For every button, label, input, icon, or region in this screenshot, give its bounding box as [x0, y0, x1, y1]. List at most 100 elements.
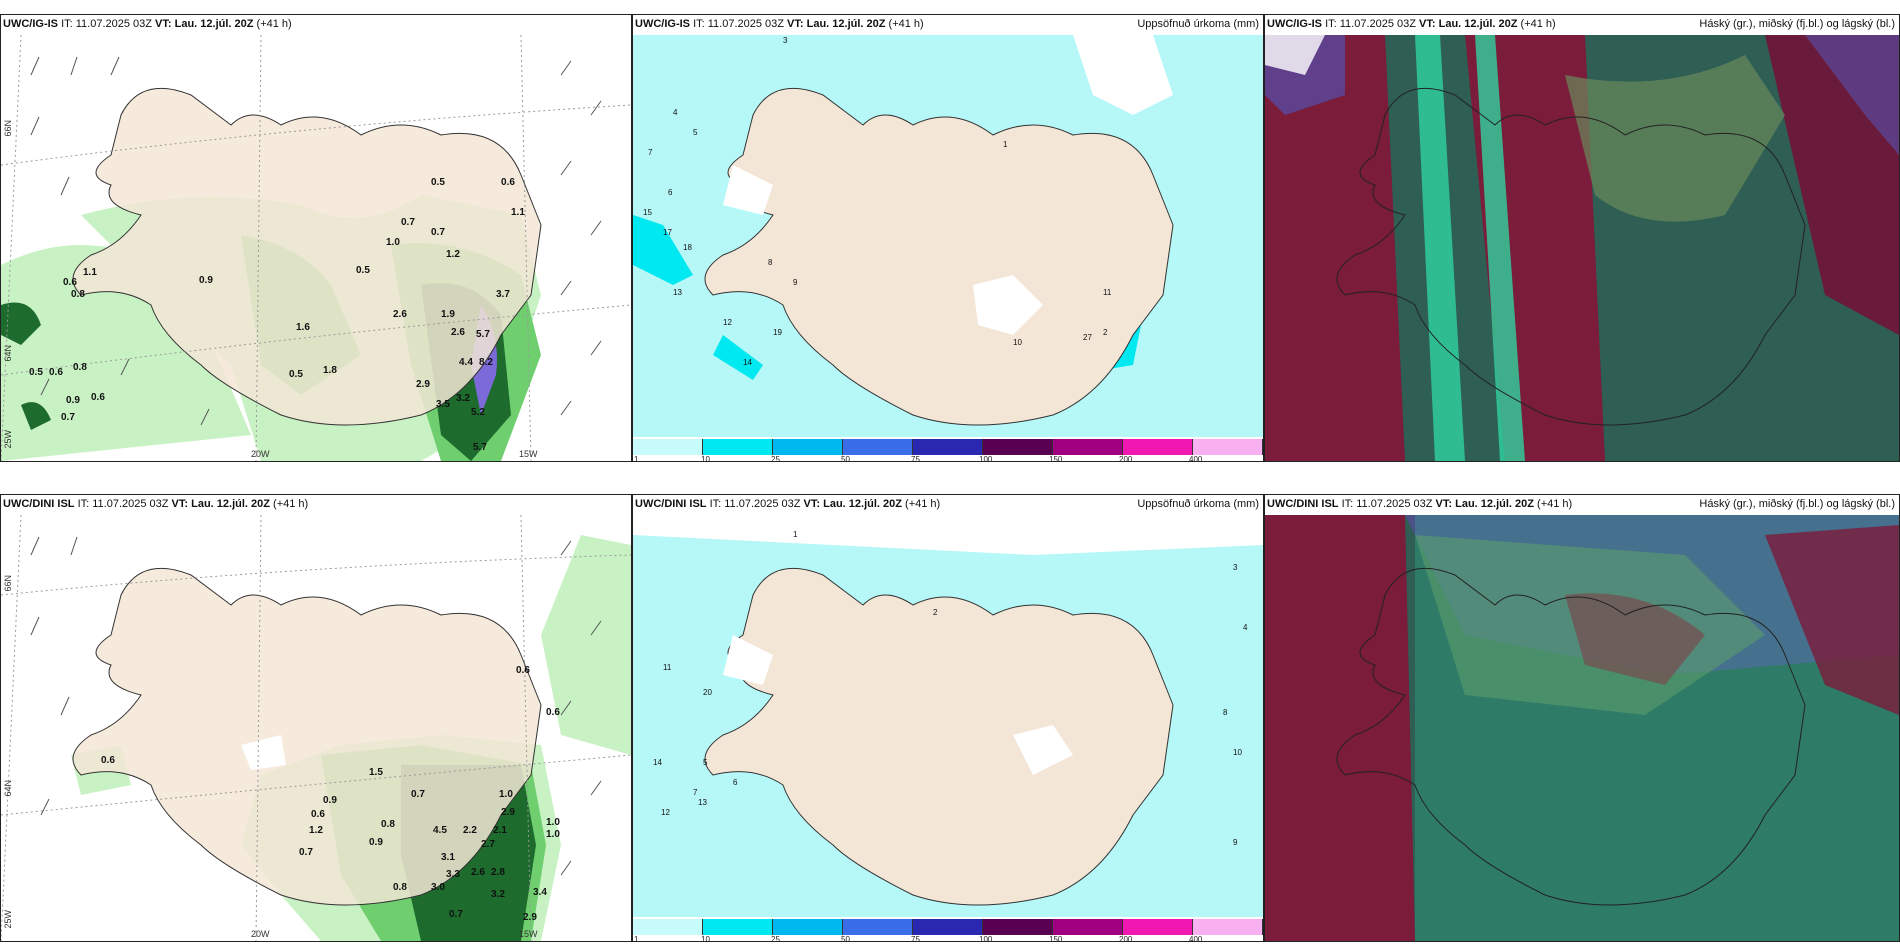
svg-text:8: 8	[768, 258, 773, 267]
svg-text:2.6: 2.6	[393, 309, 407, 320]
legend-tick: 150	[1049, 935, 1063, 942]
map-wind-precip-top: 0.5 0.6 1.1 0.7 0.7 1.0 1.2 0.5 0.9 0.6 …	[1, 35, 631, 461]
panel-wind-precip-ig: UWC/IG-IS IT: 11.07.2025 03Z VT: Lau. 12…	[0, 14, 632, 462]
svg-text:4.5: 4.5	[433, 825, 447, 836]
svg-text:3.1: 3.1	[441, 852, 455, 863]
map-area: 1 2 3 4 5 6 7 8 9 10 11 12 13 14 20	[633, 515, 1263, 917]
legend-swatch	[843, 439, 913, 455]
svg-text:2.7: 2.7	[481, 839, 495, 850]
svg-text:2.6: 2.6	[451, 327, 465, 338]
svg-text:0.6: 0.6	[501, 177, 515, 188]
legend-swatch	[913, 919, 983, 935]
panel-title: UWC/DINI ISL IT: 11.07.2025 03Z VT: Lau.…	[3, 498, 309, 510]
svg-text:5.7: 5.7	[473, 442, 487, 453]
map-area: 3 4 5 6 7 8 9 10 11 12 13 14 15 17 18 19…	[633, 35, 1263, 437]
svg-text:0.8: 0.8	[393, 882, 407, 893]
panel-title: UWC/DINI ISL IT: 11.07.2025 03Z VT: Lau.…	[1267, 498, 1573, 510]
svg-text:2.9: 2.9	[416, 379, 430, 390]
lat-label-66: 66N	[3, 575, 13, 592]
svg-text:1.0: 1.0	[546, 829, 560, 840]
legend-tick: 50	[841, 935, 850, 942]
legend-swatch	[983, 439, 1053, 455]
svg-text:3.4: 3.4	[533, 887, 547, 898]
panel-field-label: Uppsöfnuð úrkoma (mm)	[1137, 498, 1259, 510]
legend-tick: 10	[701, 455, 710, 462]
svg-text:20: 20	[703, 688, 712, 697]
panel-accum-precip-dini: UWC/DINI ISL IT: 11.07.2025 03Z VT: Lau.…	[632, 494, 1264, 942]
panel-wind-precip-dini: UWC/DINI ISL IT: 11.07.2025 03Z VT: Lau.…	[0, 494, 632, 942]
svg-text:1.0: 1.0	[546, 817, 560, 828]
panel-field-label: Uppsöfnuð úrkoma (mm)	[1137, 18, 1259, 30]
svg-text:3.5: 3.5	[436, 399, 450, 410]
map-area	[1265, 515, 1899, 941]
svg-text:1.0: 1.0	[386, 237, 400, 248]
panel-clouds-ig: UWC/IG-IS IT: 11.07.2025 03Z VT: Lau. 12…	[1264, 14, 1900, 462]
svg-text:0.8: 0.8	[71, 289, 85, 300]
svg-text:0.5: 0.5	[289, 369, 303, 380]
legend-tick: 200	[1119, 935, 1133, 942]
legend-swatch	[843, 919, 913, 935]
panel-field-label: Háský (gr.), miðský (fj.bl.) og lágský (…	[1699, 18, 1895, 30]
precip-legend: 1 10 25 50 75 100 150 200 400	[633, 439, 1263, 461]
legend-tick: 100	[979, 455, 993, 462]
svg-text:1.8: 1.8	[323, 365, 337, 376]
lon-label-15: 15W	[519, 449, 538, 459]
svg-text:11: 11	[1103, 288, 1112, 297]
map-accum-precip-top: 3 4 5 6 7 8 9 10 11 12 13 14 15 17 18 19…	[633, 35, 1263, 437]
legend-swatch	[983, 919, 1053, 935]
svg-text:3: 3	[783, 36, 788, 45]
legend-swatch	[773, 919, 843, 935]
svg-text:0.6: 0.6	[91, 392, 105, 403]
svg-text:14: 14	[743, 358, 752, 367]
svg-text:0.7: 0.7	[431, 227, 445, 238]
svg-text:6: 6	[733, 778, 738, 787]
svg-text:8.2: 8.2	[479, 357, 493, 368]
legend-swatch	[1193, 439, 1263, 455]
legend-tick: 25	[771, 935, 780, 942]
legend-tick: 75	[911, 455, 920, 462]
svg-text:12: 12	[661, 808, 670, 817]
svg-text:4: 4	[673, 108, 678, 117]
panel-accum-precip-ig: UWC/IG-IS IT: 11.07.2025 03Z VT: Lau. 12…	[632, 14, 1264, 462]
svg-text:10: 10	[1233, 748, 1242, 757]
legend-swatch	[913, 439, 983, 455]
legend-tick: 400	[1189, 935, 1203, 942]
svg-text:1.9: 1.9	[441, 309, 455, 320]
svg-text:1.2: 1.2	[309, 825, 323, 836]
legend-swatch	[1193, 919, 1263, 935]
svg-text:1.1: 1.1	[511, 207, 525, 218]
legend-tick: 1	[634, 935, 639, 942]
svg-text:7: 7	[693, 788, 698, 797]
svg-text:13: 13	[673, 288, 682, 297]
svg-text:0.7: 0.7	[411, 789, 425, 800]
map-clouds-top	[1265, 35, 1899, 461]
legend-swatch	[1123, 919, 1193, 935]
legend-swatch	[633, 919, 703, 935]
map-area	[1265, 35, 1899, 461]
svg-text:0.7: 0.7	[299, 847, 313, 858]
legend-tick: 1	[634, 455, 639, 462]
svg-text:7: 7	[648, 148, 653, 157]
svg-text:0.6: 0.6	[63, 277, 77, 288]
legend-swatch	[703, 919, 773, 935]
svg-text:0.7: 0.7	[449, 909, 463, 920]
svg-text:0.9: 0.9	[323, 795, 337, 806]
svg-text:1: 1	[1003, 140, 1008, 149]
legend-swatch	[1053, 439, 1123, 455]
svg-text:3.0: 3.0	[431, 882, 445, 893]
panel-title: UWC/IG-IS IT: 11.07.2025 03Z VT: Lau. 12…	[1267, 18, 1556, 30]
panel-field-label: Háský (gr.), miðský (fj.bl.) og lágský (…	[1699, 498, 1895, 510]
legend-swatch	[1053, 919, 1123, 935]
lon-label-25: 25W	[3, 910, 13, 929]
svg-text:0.6: 0.6	[311, 809, 325, 820]
svg-text:19: 19	[773, 328, 782, 337]
svg-text:10: 10	[1013, 338, 1022, 347]
lon-label-25: 25W	[3, 430, 13, 449]
svg-text:3.2: 3.2	[491, 889, 505, 900]
svg-text:4.4: 4.4	[459, 357, 473, 368]
lon-label-20: 20W	[251, 449, 270, 459]
svg-text:0.7: 0.7	[61, 412, 75, 423]
panel-title: UWC/IG-IS IT: 11.07.2025 03Z VT: Lau. 12…	[3, 18, 292, 30]
svg-text:1.1: 1.1	[83, 267, 97, 278]
svg-text:0.5: 0.5	[431, 177, 445, 188]
